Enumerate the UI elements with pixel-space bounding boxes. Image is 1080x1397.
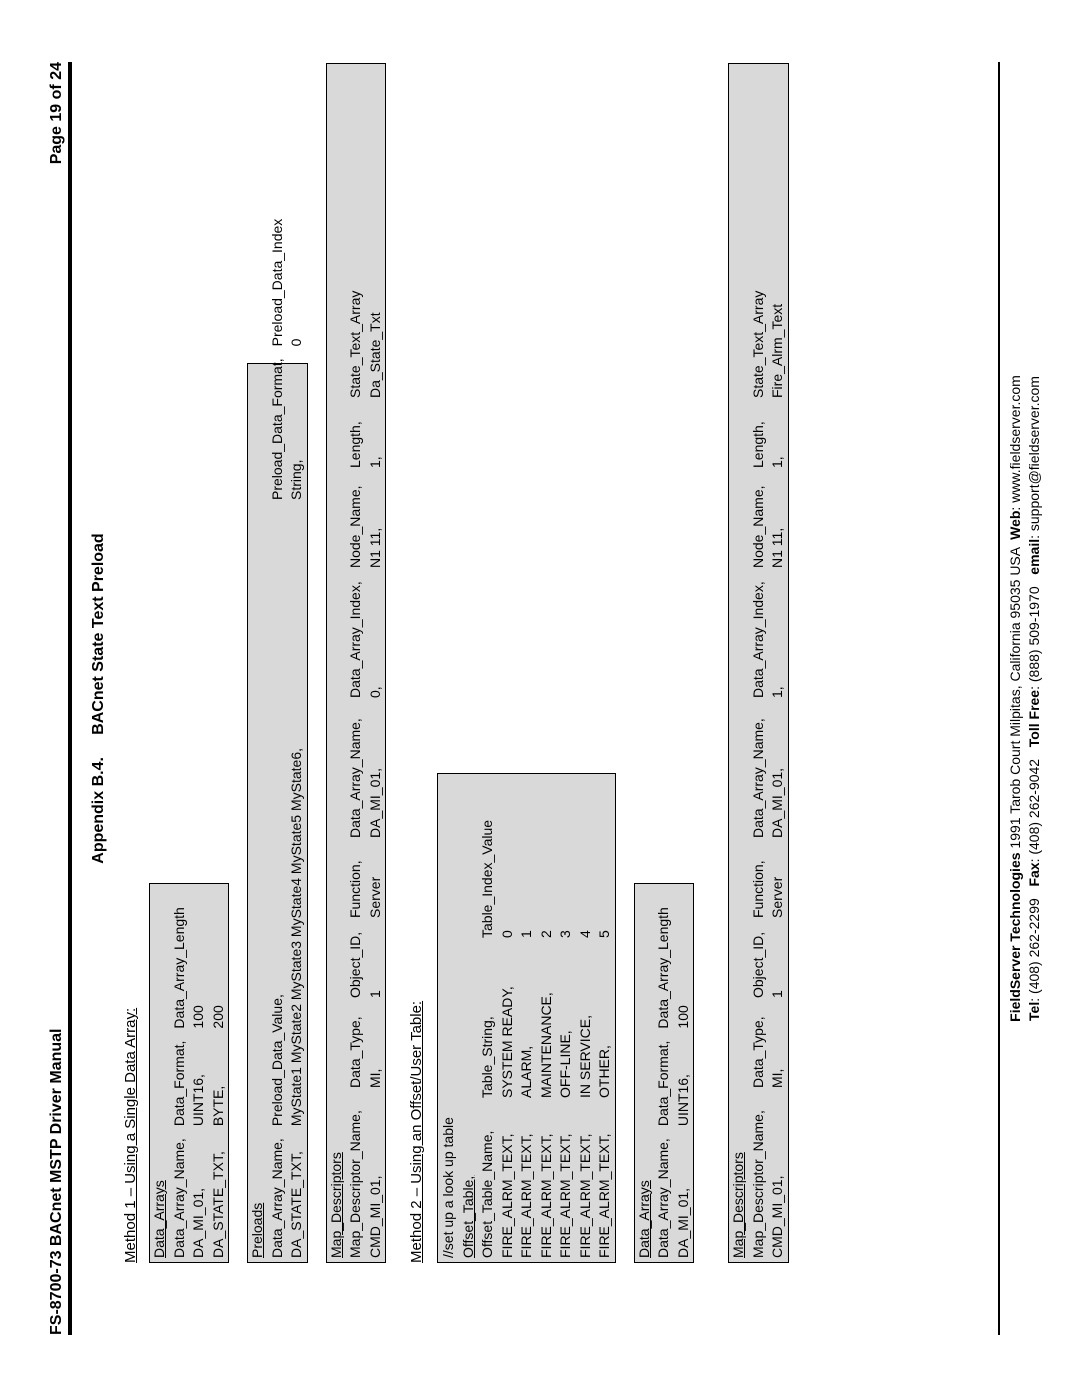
offset-table: //set up a look up table Offset_Table, O… (437, 773, 616, 1263)
col-header: Function, (749, 842, 769, 922)
col-header: Data_Array_Name, (346, 702, 366, 842)
offset-table-label: Offset_Table, (459, 812, 479, 1262)
appendix-label: Appendix B.4. (90, 757, 107, 864)
appendix-name: BACnet State Text Preload (90, 533, 107, 735)
table-row: FIRE_ALRM_TEXT,ALARM,1 (517, 812, 537, 1262)
col-header: Data_Array_Length (654, 899, 674, 1032)
col-header: Data_Array_Index, (346, 572, 366, 702)
footer-tel-label: Tel (1026, 1002, 1042, 1021)
footer-line-1: FieldServer Technologies 1991 Tarob Cour… (1006, 62, 1025, 1335)
table-row: Data_Array_Name, Data_Format, Data_Array… (654, 899, 674, 1262)
footer-tel: : (408) 262-2299 (1026, 898, 1042, 1002)
page-header: FS-8700-73 BACnet MSTP Driver Manual Pag… (48, 62, 72, 1335)
col-header: Data_Array_Length (170, 899, 190, 1032)
footer-line-2: Tel: (408) 262-2299 Fax: (408) 262-9042 … (1025, 62, 1044, 1335)
col-header: Node_Name, (346, 472, 366, 572)
page-footer: FieldServer Technologies 1991 Tarob Cour… (998, 62, 1044, 1335)
preloads-label: Preloads (248, 211, 268, 1262)
col-header: Object_ID, (346, 922, 366, 1002)
col-header: Data_Array_Index, (749, 572, 769, 702)
table-row: DA_MI_01, UINT16, 100 (674, 899, 694, 1262)
data-arrays-1-table: Data_Arrays Data_Array_Name, Data_Format… (149, 883, 229, 1263)
footer-web-label: Web (1007, 511, 1023, 540)
col-header: Map_Descriptor_Name, (749, 1092, 769, 1262)
data-arrays-label: Data_Arrays (635, 899, 655, 1262)
col-header: Table_String, (478, 942, 498, 1102)
preloads-table: Preloads Data_Array_Name, Preload_Data_V… (247, 363, 308, 1263)
col-header: Preload_Data_Format, (268, 350, 288, 740)
col-header: Node_Name, (749, 472, 769, 572)
table-row: Data_Array_Name, Data_Format, Data_Array… (170, 899, 190, 1262)
table-row: Map_Descriptor_Name, Data_Type, Object_I… (346, 283, 366, 1262)
table-row: DA_STATE_TXT, BYTE, 200 (209, 899, 229, 1262)
table-row: FIRE_ALRM_TEXT,SYSTEM READY,0 (498, 812, 518, 1262)
data-arrays-2-table: Data_Arrays Data_Array_Name, Data_Format… (634, 883, 695, 1263)
table-row: Offset_Table_Name, Table_String, Table_I… (478, 812, 498, 1262)
col-header: Data_Array_Name, (170, 1130, 190, 1262)
footer-toll-label: Toll Free (1026, 690, 1042, 747)
map-descriptors-1-table: Map_Descriptors Map_Descriptor_Name, Dat… (326, 63, 387, 1263)
footer-toll: : (888) 509-1970 (1026, 586, 1042, 690)
footer-email: : support@fieldserver.com (1026, 376, 1042, 539)
method2-heading: Method 2 – Using an Offset/User Table: (408, 62, 425, 1263)
table-row: FIRE_ALRM_TEXT,OTHER,5 (595, 812, 615, 1262)
table-row: DA_STATE_TXT, MyState1 MyState2 MyState3… (287, 211, 307, 1262)
col-header: Data_Format, (654, 1033, 674, 1131)
footer-fax-label: Fax (1026, 862, 1042, 886)
col-header: Data_Type, (346, 1002, 366, 1092)
col-header: Offset_Table_Name, (478, 1102, 498, 1262)
map-desc-label: Map_Descriptors (327, 283, 347, 1262)
footer-fax: : (408) 262-9042 (1026, 759, 1042, 863)
appendix-title: Appendix B.4. BACnet State Text Preload (90, 62, 108, 1335)
col-header: Preload_Data_Value, (268, 740, 288, 1130)
table-row: FIRE_ALRM_TEXT,IN SERVICE,4 (576, 812, 596, 1262)
col-header: State_Text_Array (749, 283, 769, 402)
col-header: Data_Array_Name, (749, 702, 769, 842)
col-header: Table_Index_Value (478, 812, 498, 942)
table-row: DA_MI_01, UINT16, 100 (189, 899, 209, 1262)
page-sheet: FS-8700-73 BACnet MSTP Driver Manual Pag… (0, 0, 1080, 1397)
header-right: Page 19 of 24 (48, 62, 66, 164)
header-left: FS-8700-73 BACnet MSTP Driver Manual (48, 1029, 66, 1335)
col-header: Data_Type, (749, 1002, 769, 1092)
footer-company: FieldServer Technologies (1007, 852, 1023, 1021)
col-header: Data_Array_Name, (268, 1130, 288, 1262)
col-header: Object_ID, (749, 922, 769, 1002)
method1-heading: Method 1 – Using a Single Data Array: (122, 62, 139, 1263)
col-header: Function, (346, 842, 366, 922)
table-row: FIRE_ALRM_TEXT,MAINTENANCE,2 (537, 812, 557, 1262)
col-header: Data_Format, (170, 1033, 190, 1131)
footer-web: : www.fieldserver.com (1007, 375, 1023, 510)
table-row: Map_Descriptor_Name, Data_Type, Object_I… (749, 283, 769, 1262)
table-row: FIRE_ALRM_TEXT,OFF-LINE,3 (556, 812, 576, 1262)
col-header: State_Text_Array (346, 283, 366, 402)
table-row: CMD_MI_01, MI, 1 Server DA_MI_01, 0, N1 … (366, 283, 386, 1262)
map-desc-label: Map_Descriptors (729, 283, 749, 1262)
col-header: Data_Array_Name, (654, 1130, 674, 1262)
footer-email-label: email (1026, 539, 1042, 575)
footer-address: 1991 Tarob Court Milpitas, California 95… (1007, 544, 1023, 853)
col-header: Length, (749, 402, 769, 472)
lookup-comment: //set up a look up table (438, 812, 459, 1262)
col-header: Length, (346, 402, 366, 472)
table-row: CMD_MI_01, MI, 1 Server DA_MI_01, 1, N1 … (768, 283, 788, 1262)
map-descriptors-2-table: Map_Descriptors Map_Descriptor_Name, Dat… (728, 63, 789, 1263)
data-arrays-label: Data_Arrays (150, 899, 170, 1262)
table-row: Data_Array_Name, Preload_Data_Value, Pre… (268, 211, 288, 1262)
col-header: Map_Descriptor_Name, (346, 1092, 366, 1262)
col-header: Preload_Data_Index (268, 211, 288, 351)
